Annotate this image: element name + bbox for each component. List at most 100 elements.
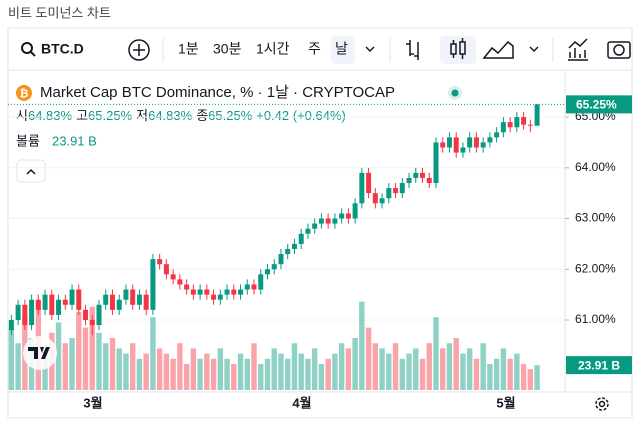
- candle-body: [89, 319, 95, 326]
- interval[interactable]: 1시간: [256, 41, 290, 57]
- snapshot-icon[interactable]: [607, 41, 631, 59]
- interval[interactable]: 30분: [213, 41, 242, 57]
- volume-bar: [392, 343, 399, 390]
- x-tick-label: 4월: [292, 395, 311, 410]
- candle-body: [251, 284, 257, 290]
- volume-bar: [527, 369, 534, 390]
- volume-bar: [500, 348, 507, 390]
- symbol[interactable]: BTC.D: [41, 41, 84, 57]
- ohlc-value: 65.25%: [88, 108, 133, 123]
- candle-body: [467, 137, 473, 148]
- volume-bar: [62, 343, 68, 390]
- candle-body: [49, 294, 55, 315]
- candle-body: [190, 289, 196, 295]
- candle-body: [339, 213, 345, 219]
- candle-body: [399, 183, 405, 194]
- candle-body: [184, 284, 190, 290]
- interval-menu[interactable]: [365, 46, 375, 53]
- window-title: 비트 도미넌스 차트: [8, 5, 111, 20]
- candle-body: [312, 223, 318, 229]
- candle-body: [285, 248, 291, 255]
- candle-body: [433, 142, 439, 184]
- volume-bar: [69, 338, 75, 390]
- area-icon[interactable]: [482, 40, 514, 59]
- volume-bar: [244, 358, 250, 390]
- candle-body: [393, 188, 399, 194]
- volume-bar: [170, 358, 176, 390]
- candle-body: [291, 243, 297, 249]
- legend-title: Market Cap BTC Dominance, % · 1날 · CRYPT…: [40, 84, 395, 101]
- ohlc-label: 저: [136, 108, 148, 123]
- volume-bar: [466, 348, 473, 390]
- volume-bar: [8, 327, 15, 390]
- candle-body: [460, 147, 466, 153]
- volume-bar: [237, 353, 244, 390]
- last-volume-tag: [566, 356, 632, 375]
- candle-selected: [440, 36, 476, 64]
- candle-body: [211, 294, 217, 300]
- interval[interactable]: 주: [308, 41, 321, 57]
- volume-bar: [419, 358, 426, 390]
- candle-body: [35, 299, 41, 310]
- volume-bar: [338, 343, 345, 390]
- ohlc-row: 시64.83% 고65.25% 저64.83% 종65.25% +0.42 (+0.64…: [16, 108, 346, 123]
- candle-body: [453, 137, 459, 153]
- candle-body: [298, 233, 304, 244]
- chart-type-menu[interactable]: [529, 46, 539, 53]
- settings-icon[interactable]: [595, 397, 609, 411]
- candle-body: [420, 172, 426, 178]
- candle-body: [440, 142, 446, 148]
- volume-label: 볼륨: [16, 133, 40, 148]
- volume-bar: [278, 353, 284, 390]
- volume-bar: [460, 353, 466, 390]
- volume-bar: [116, 348, 122, 390]
- candle-body: [96, 304, 102, 326]
- candle-body: [318, 218, 324, 224]
- symbol-search[interactable]: BTC.D: [21, 41, 84, 57]
- interval[interactable]: 날: [335, 41, 348, 57]
- volume-bar: [285, 358, 291, 390]
- candle-body: [177, 279, 183, 285]
- volume-bar: [89, 306, 95, 390]
- frame: [7, 27, 633, 419]
- volume-bar: [365, 327, 372, 390]
- add-symbol[interactable]: [128, 39, 150, 61]
- interval[interactable]: 1분: [178, 41, 199, 57]
- volume-bar: [433, 317, 439, 390]
- candle-body: [487, 137, 493, 143]
- candle-body: [136, 294, 142, 305]
- indicators-icon[interactable]: [568, 38, 588, 61]
- bars-icon[interactable]: [406, 40, 419, 60]
- status-dot: [451, 89, 459, 97]
- volume-bar: [379, 348, 385, 390]
- volume-bar: [372, 343, 379, 390]
- bitcoin-glyph: ₿: [20, 88, 29, 100]
- volume-bar: [514, 353, 520, 390]
- volume-bar: [82, 327, 89, 390]
- tv-logo: [23, 336, 57, 370]
- volume-bar: [55, 322, 62, 390]
- volume-bar: [480, 343, 486, 390]
- candle-body: [150, 259, 156, 310]
- volume-bar: [453, 338, 459, 390]
- candle-body: [109, 294, 115, 310]
- y-tick-label: 62.00%: [575, 261, 616, 275]
- ohlc-value: 64.83%: [28, 108, 73, 123]
- volume-value: 23.91 B: [52, 133, 97, 148]
- candle-body: [379, 198, 385, 204]
- candles-icon[interactable]: [450, 38, 466, 59]
- volume-bar: [210, 358, 217, 390]
- x-tick-label: 5월: [496, 395, 515, 410]
- candle-body: [22, 304, 28, 326]
- candle-body: [157, 259, 163, 265]
- volume-bar: [143, 353, 149, 390]
- volume-bar: [190, 348, 197, 390]
- candle-body: [8, 319, 14, 331]
- candle-body: [406, 177, 412, 184]
- x-tick-label: 3월: [83, 395, 102, 410]
- volume-bar: [76, 312, 82, 390]
- ohlc-value: 65.25%: [208, 108, 253, 123]
- candle-body: [521, 117, 527, 125]
